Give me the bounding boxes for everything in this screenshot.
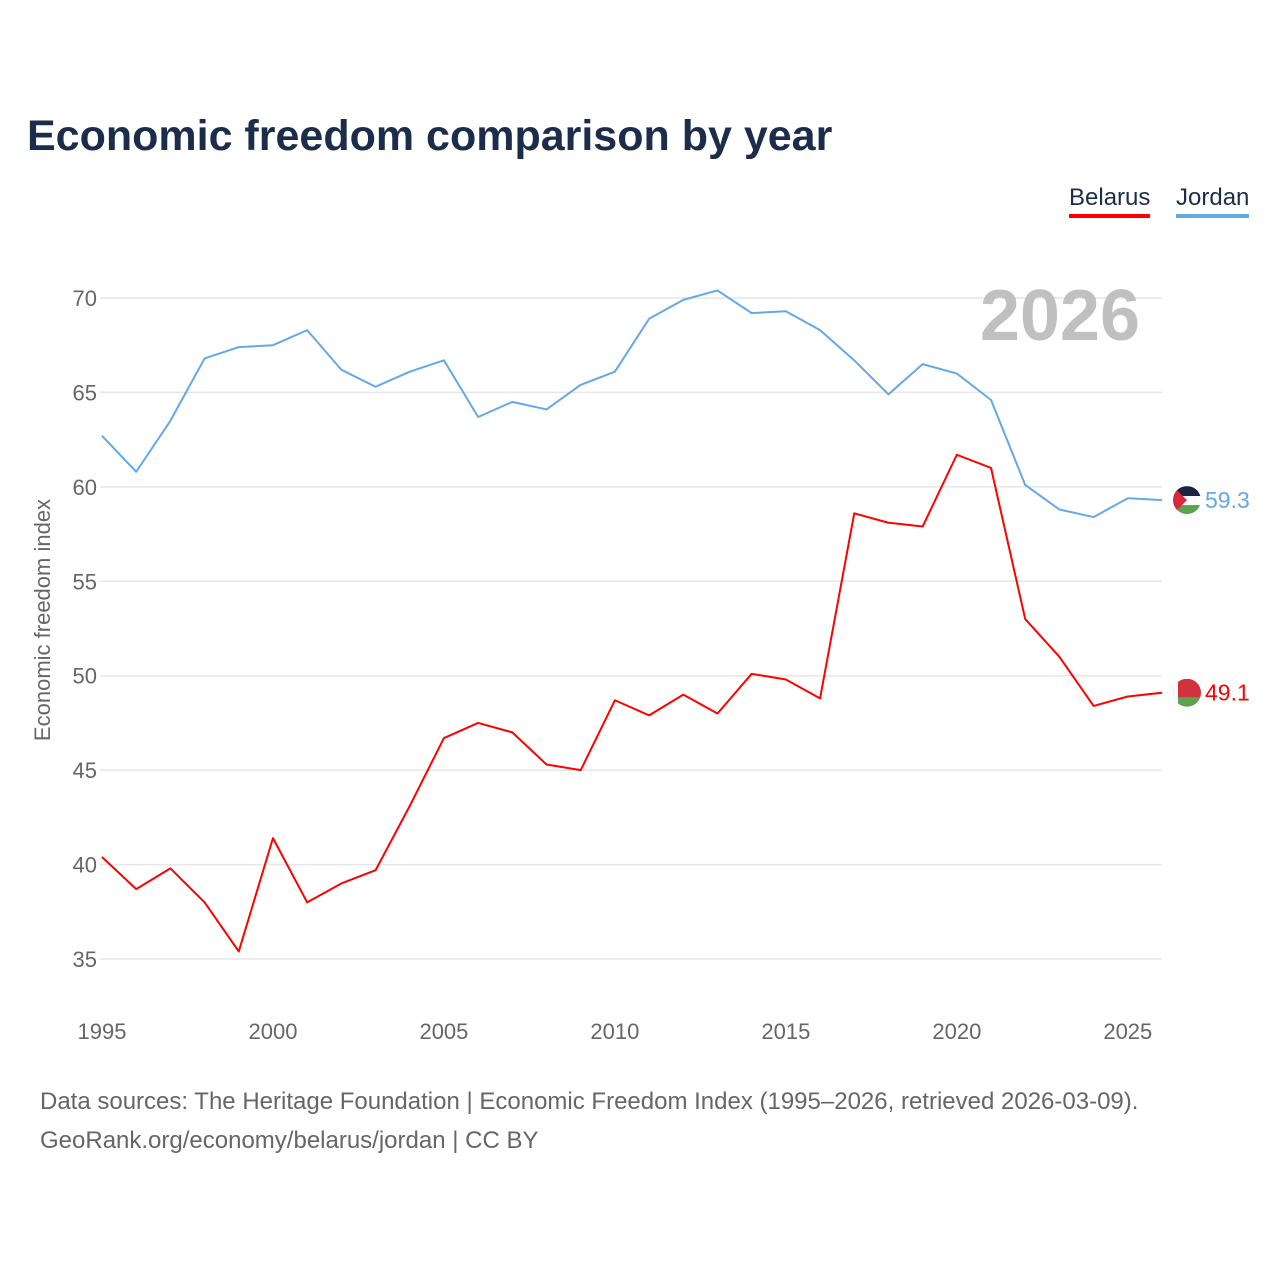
- year-watermark: 2026: [980, 276, 1140, 356]
- x-tick-label: 2020: [932, 1019, 981, 1044]
- flag-stripe: [1173, 678, 1201, 698]
- flag-ornament: [1173, 678, 1178, 707]
- y-tick-label: 55: [73, 569, 97, 594]
- legend-jordan[interactable]: Jordan: [1176, 184, 1250, 218]
- y-tick-label: 40: [73, 853, 97, 878]
- x-tick-label: 2000: [248, 1019, 297, 1044]
- y-tick-label: 65: [73, 380, 97, 405]
- flag-stripe: [1173, 697, 1201, 707]
- end-value-label-belarus: 49.1: [1205, 680, 1250, 706]
- flag-body: [1173, 486, 1201, 515]
- x-tick-label: 2005: [419, 1019, 468, 1044]
- y-tick-label: 35: [73, 947, 97, 972]
- flag-stripe: [1173, 486, 1201, 497]
- x-tick-label: 2010: [590, 1019, 639, 1044]
- y-tick-label: 70: [73, 286, 97, 311]
- chart-title: Economic freedom comparison by year: [27, 112, 833, 160]
- series-line-belarus: [101, 453, 1163, 953]
- y-tick-label: 45: [73, 758, 97, 783]
- end-value-label-jordan: 59.3: [1205, 487, 1250, 513]
- flag-belarus-icon: [1173, 678, 1201, 707]
- y-tick-label: 60: [73, 475, 97, 500]
- x-tick-label: 1995: [78, 1019, 127, 1044]
- y-axis-title: Economic freedom index: [30, 499, 55, 741]
- flag-stripe: [1173, 496, 1201, 506]
- x-tick-label: 2015: [761, 1019, 810, 1044]
- x-tick-label: 2025: [1103, 1019, 1152, 1044]
- flag-triangle: [1173, 486, 1187, 515]
- footer-link[interactable]: GeoRank.org/economy/belarus/jordan | CC …: [40, 1127, 539, 1154]
- flag-body: [1173, 678, 1201, 707]
- flag-jordan-icon: [1173, 486, 1201, 515]
- y-tick-label: 50: [73, 664, 97, 689]
- legend-belarus[interactable]: Belarus: [1069, 184, 1151, 218]
- series-line-jordan: [101, 289, 1163, 519]
- footer-sources: Data sources: The Heritage Foundation | …: [40, 1088, 1139, 1115]
- flag-stripe: [1173, 505, 1201, 515]
